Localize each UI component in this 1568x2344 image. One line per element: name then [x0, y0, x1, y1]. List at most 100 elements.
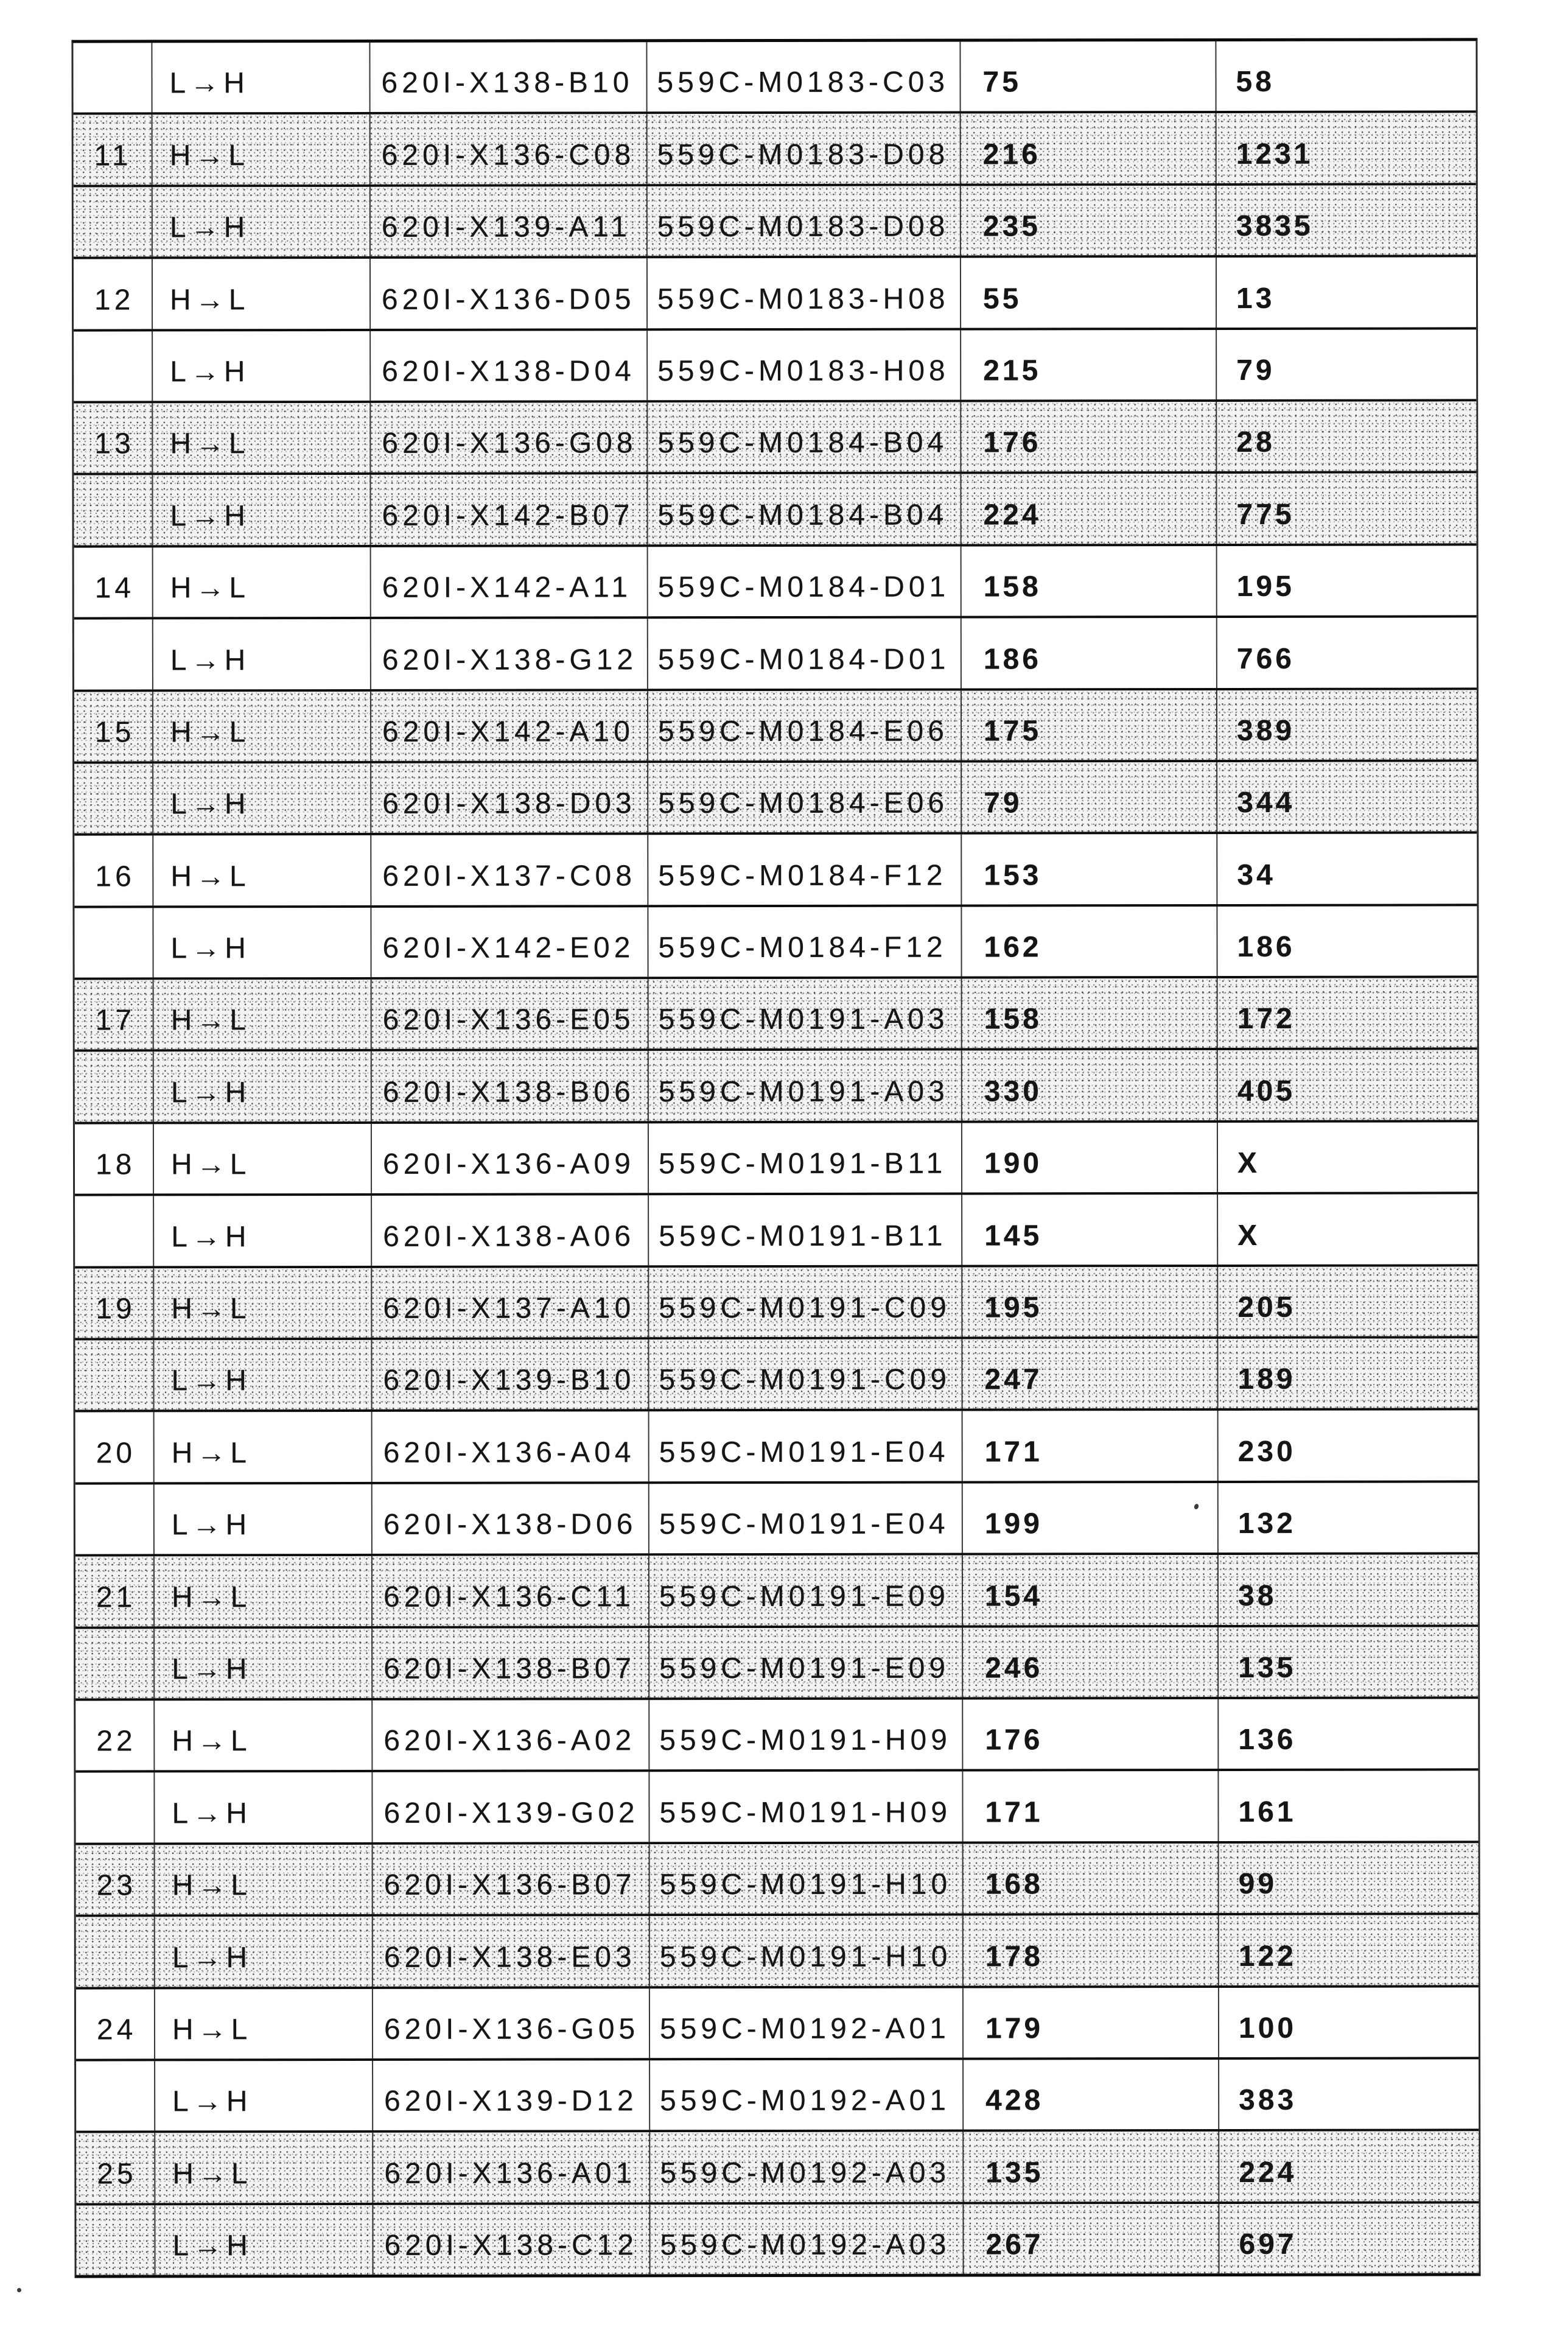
cell-row-number: [74, 475, 153, 546]
cell-id-2: 559C-M0183-H08: [648, 330, 962, 401]
cell-value-1: 162: [962, 906, 1218, 977]
cell-row-number: [76, 2205, 156, 2275]
cell-value-1: 195: [962, 1266, 1219, 1337]
cell-id-1: 620I-X136-G08: [371, 402, 648, 473]
cell-value-1: 224: [961, 474, 1217, 544]
cell-id-1: 620I-X139-A11: [370, 186, 648, 257]
cell-value-1: 135: [964, 2132, 1220, 2202]
cell-id-1: 620I-X138-D03: [371, 763, 649, 833]
cell-id-2: 559C-M0191-B11: [648, 1123, 963, 1193]
cell-id-2: 559C-M0191-E04: [649, 1483, 963, 1554]
table-row: L→H 620I-X138-A06 559C-M0191-B11 145 X: [75, 1194, 1478, 1269]
table-row: 12 H→L 620I-X136-D05 559C-M0183-H08 55 1…: [73, 257, 1477, 332]
cell-row-number: 16: [74, 835, 154, 906]
cell-value-2: 136: [1238, 1724, 1297, 1756]
cell-id-1: 620I-X138-B10: [370, 42, 648, 113]
cell-id-2: 559C-M0184-B04: [648, 474, 962, 545]
table-row: 14 H→L 620I-X142-A11 559C-M0184-D01 158 …: [74, 546, 1477, 620]
cell-value-2: 100: [1238, 2012, 1297, 2044]
cell-row-number: [73, 187, 153, 257]
cell-id-1: 620I-X136-G05: [373, 1988, 651, 2058]
cell-id-1: 620I-X136-D05: [370, 258, 648, 329]
cell-id-2: 559C-M0184-E06: [648, 690, 962, 761]
cell-value-2: 122: [1238, 1940, 1297, 1973]
cell-row-number: 23: [75, 1845, 155, 1915]
table-row: 20 H→L 620I-X136-A04 559C-M0191-E04 171 …: [75, 1410, 1478, 1485]
table-row: 11 H→L 620I-X136-C08 559C-M0183-D08 216 …: [73, 113, 1476, 188]
cell-transition: L→H: [153, 907, 372, 978]
cell-id-2: 559C-M0184-B04: [648, 402, 962, 472]
table-row: L→H 620I-X138-B07 559C-M0191-E09 246 135: [75, 1626, 1479, 1701]
table-row: 25 H→L 620I-X136-A01 559C-M0192-A03 135 …: [76, 2131, 1479, 2206]
cell-value-1: 79: [962, 762, 1218, 832]
cell-id-2: 559C-M0191-E09: [649, 1555, 964, 1626]
cell-row-number: [75, 1484, 155, 1554]
cell-row-number: 25: [76, 2133, 156, 2203]
cell-value-1: 178: [963, 1915, 1219, 1986]
cell-value-1: 176: [963, 1699, 1219, 1769]
cell-id-2: 559C-M0191-E04: [649, 1411, 963, 1482]
cell-transition: H→L: [153, 402, 371, 473]
cell-row-number: 21: [75, 1556, 155, 1627]
cell-transition: H→L: [154, 1412, 373, 1483]
cell-id-1: 620I-X136-A09: [371, 1123, 649, 1194]
cell-transition: L→H: [152, 42, 371, 113]
cell-value-1: 55: [961, 258, 1217, 328]
cell-transition: L→H: [155, 1628, 373, 1699]
cell-id-2: 559C-M0191-H09: [649, 1771, 964, 1842]
cell-value-2: 38: [1237, 1579, 1277, 1612]
cell-row-number: [74, 619, 153, 690]
cell-value-1: 330: [962, 1050, 1218, 1121]
cell-transition: L→H: [153, 619, 371, 689]
cell-transition: H→L: [153, 1123, 373, 1194]
cell-id-1: 620I-X138-A06: [372, 1195, 649, 1266]
cell-row-number: [74, 763, 154, 833]
cell-value-2: 34: [1237, 858, 1276, 891]
cell-value-2: 775: [1236, 498, 1295, 531]
cell-id-1: 620I-X142-A11: [371, 547, 648, 617]
cell-id-1: 620I-X138-D06: [372, 1484, 649, 1554]
cell-value-1: 176: [961, 401, 1217, 472]
table-row: 13 H→L 620I-X136-G08 559C-M0184-B04 176 …: [74, 401, 1477, 475]
cell-id-2: 559C-M0184-F12: [648, 907, 962, 977]
data-table: L→H 620I-X138-B10 559C-M0183-C03 75 58 1…: [71, 38, 1481, 2278]
table-row: 22 H→L 620I-X136-A02 559C-M0191-H09 176 …: [75, 1699, 1479, 1773]
cell-row-number: 19: [75, 1268, 155, 1338]
table-row: L→H 620I-X138-B06 559C-M0191-A03 330 405: [74, 1050, 1477, 1125]
cell-transition: L→H: [155, 1772, 373, 1843]
cell-transition: L→H: [152, 186, 371, 257]
cell-row-number: [75, 1196, 155, 1266]
cell-value-1: 267: [964, 2203, 1220, 2274]
cell-row-number: 17: [74, 980, 154, 1050]
cell-id-2: 559C-M0183-H08: [647, 258, 962, 328]
cell-transition: H→L: [154, 1556, 373, 1627]
cell-value-1: 215: [961, 329, 1217, 400]
cell-value-2: 28: [1236, 426, 1275, 459]
cell-value-2: 99: [1238, 1868, 1278, 1901]
cell-id-2: 559C-M0191-H10: [649, 1915, 964, 1986]
cell-id-2: 559C-M0192-A03: [650, 2204, 964, 2275]
table-row: L→H 620I-X139-A11 559C-M0183-D08 235 383…: [73, 185, 1476, 259]
cell-value-1: 428: [964, 2059, 1220, 2130]
cell-id-2: 559C-M0184-D01: [648, 618, 962, 689]
table-row: L→H 620I-X139-D12 559C-M0192-A01 428 383: [76, 2059, 1479, 2133]
cell-id-2: 559C-M0192-A01: [649, 1988, 964, 2058]
cell-value-2: 186: [1237, 930, 1295, 964]
cell-id-2: 559C-M0184-D01: [648, 546, 962, 617]
cell-value-1: 199: [962, 1483, 1219, 1553]
cell-value-2: 79: [1236, 354, 1275, 387]
cell-value-1: 246: [963, 1627, 1219, 1697]
cell-id-1: 620I-X136-B07: [373, 1844, 650, 1915]
cell-value-1: 171: [962, 1411, 1219, 1481]
cell-id-1: 620I-X136-E05: [371, 979, 649, 1050]
cell-value-2: X: [1237, 1147, 1261, 1180]
cell-id-1: 620I-X142-E02: [371, 907, 649, 978]
cell-transition: H→L: [155, 1700, 373, 1770]
cell-value-2: 230: [1237, 1435, 1296, 1468]
cell-id-1: 620I-X137-C08: [371, 835, 649, 905]
cell-id-1: 620I-X142-B07: [371, 474, 648, 545]
cell-value-1: 158: [961, 546, 1217, 616]
cell-row-number: 24: [75, 1988, 156, 2059]
cell-row-number: 11: [73, 114, 153, 185]
cell-value-1: 179: [963, 1987, 1220, 2058]
